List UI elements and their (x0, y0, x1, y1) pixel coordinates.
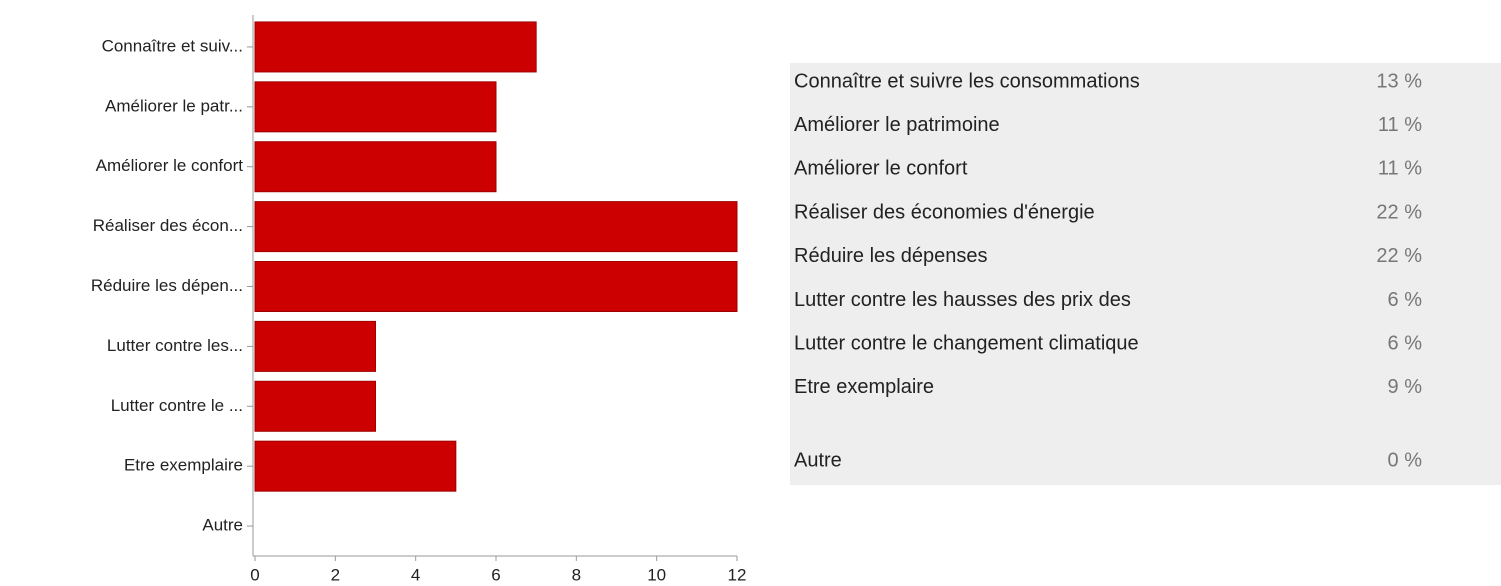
table-label: Etre exemplaire (794, 376, 934, 398)
table-label: Réduire les dépenses (794, 245, 987, 267)
table-percent: 6 % (1388, 289, 1423, 311)
bar (254, 320, 376, 372)
y-tick-label: Autre (202, 516, 243, 535)
table-percent: 22 % (1376, 201, 1422, 223)
table-percent: 9 % (1388, 376, 1423, 398)
table-label: Lutter contre le changement climatique (794, 332, 1139, 354)
y-tick-label: Améliorer le confort (96, 156, 244, 175)
table-label: Améliorer le confort (794, 158, 968, 180)
table-label: Améliorer le patrimoine (794, 114, 1000, 136)
y-tick-label: Etre exemplaire (124, 456, 243, 475)
y-tick-label: Améliorer le patr... (105, 96, 243, 115)
x-tick-label: 4 (411, 565, 420, 584)
table-label: Réaliser des économies d'énergie (794, 201, 1095, 223)
table-percent: 11 % (1378, 158, 1422, 180)
table-label: Lutter contre les hausses des prix des (794, 289, 1131, 311)
bar (254, 261, 738, 312)
table-label: Connaître et suivre les consommations (794, 70, 1140, 92)
x-tick-label: 12 (728, 565, 747, 584)
x-tick-label: 6 (491, 565, 500, 584)
bar (254, 81, 497, 133)
y-tick-label: Réaliser des écon... (93, 216, 243, 235)
x-tick-label: 10 (647, 565, 666, 584)
y-tick-label: Lutter contre le ... (111, 396, 243, 415)
table-label: Autre (794, 449, 842, 471)
y-tick-label: Réduire les dépen... (91, 276, 243, 295)
bar (254, 440, 457, 492)
bar (254, 201, 738, 253)
table-percent: 22 % (1376, 245, 1422, 267)
bar (254, 21, 537, 73)
bar (254, 380, 376, 432)
bar (254, 141, 497, 193)
x-tick-label: 0 (250, 565, 259, 584)
y-tick-label: Lutter contre les... (107, 336, 243, 355)
table-background (790, 63, 1501, 485)
table-percent: 0 % (1388, 449, 1423, 471)
table-percent: 6 % (1388, 332, 1423, 354)
y-tick-label: Connaître et suiv... (102, 36, 243, 55)
x-tick-label: 2 (331, 565, 340, 584)
x-tick-label: 8 (572, 565, 581, 584)
table-percent: 13 % (1376, 70, 1422, 92)
table-percent: 11 % (1378, 114, 1422, 136)
